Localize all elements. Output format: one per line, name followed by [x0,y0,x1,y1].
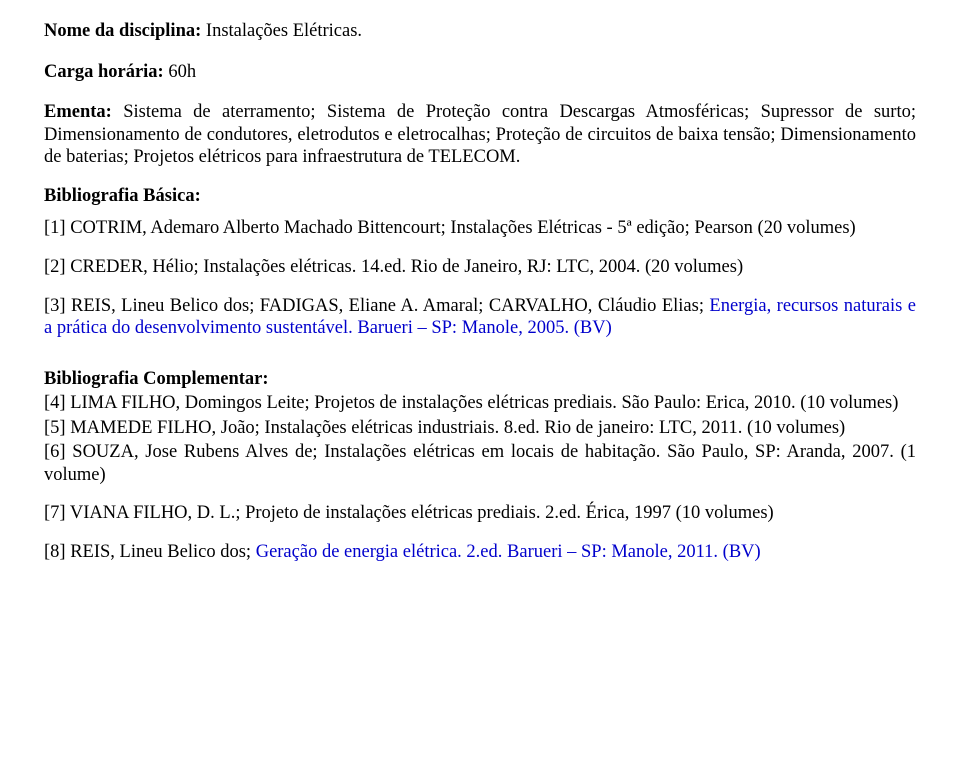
ementa-body: Sistema de aterramento; Sistema de Prote… [44,102,916,167]
bib-comp-item-4: [4] LIMA FILHO, Domingos Leite; Projetos… [44,392,916,415]
hours-label: Carga horária: [44,62,164,82]
hours-line: Carga horária: 60h [44,61,916,84]
bib-basica-item-3: [3] REIS, Lineu Belico dos; FADIGAS, Eli… [44,295,916,340]
discipline-label: Nome da disciplina: [44,21,201,41]
discipline-line: Nome da disciplina: Instalações Elétrica… [44,20,916,43]
bib-basica-item-1: [1] COTRIM, Ademaro Alberto Machado Bitt… [44,217,916,240]
ementa-paragraph: Ementa: Sistema de aterramento; Sistema … [44,101,916,169]
hours-value: 60h [164,62,196,82]
discipline-value: Instalações Elétricas. [201,21,362,41]
bib-comp-item-8-text: [8] REIS, Lineu Belico dos; [44,542,256,562]
bib-comp-item-8-link: Geração de energia elétrica. 2.ed. Barue… [256,542,761,562]
bib-comp-item-5: [5] MAMEDE FILHO, João; Instalações elét… [44,417,916,440]
bib-comp-item-7: [7] VIANA FILHO, D. L.; Projeto de insta… [44,502,916,525]
ementa-label: Ementa: [44,102,123,122]
bib-comp-title: Bibliografia Complementar: [44,368,916,391]
bib-basica-title: Bibliografia Básica: [44,185,916,208]
bib-comp-item-8: [8] REIS, Lineu Belico dos; Geração de e… [44,541,916,564]
bib-comp-item-6: [6] SOUZA, Jose Rubens Alves de; Instala… [44,441,916,486]
bib-basica-item-3-text: [3] REIS, Lineu Belico dos; FADIGAS, Eli… [44,296,709,316]
bib-basica-item-2: [2] CREDER, Hélio; Instalações elétricas… [44,256,916,279]
document-page: Nome da disciplina: Instalações Elétrica… [0,0,960,604]
